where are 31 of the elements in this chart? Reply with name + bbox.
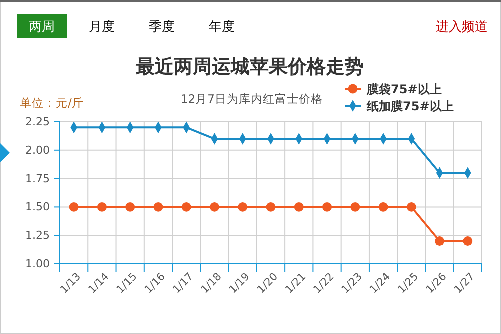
point	[97, 202, 107, 212]
text: 季度	[149, 19, 175, 35]
point	[238, 202, 248, 212]
y-axis-title: 单位：元/斤	[20, 96, 84, 110]
legend-label: 纸加膜75#以上	[366, 100, 454, 114]
text: 进入频道	[436, 20, 488, 35]
text: 年度	[209, 19, 235, 35]
y-tick-label: 1.75	[26, 172, 50, 186]
point	[463, 236, 473, 246]
point	[350, 202, 360, 212]
point	[406, 202, 416, 212]
chart-subtitle: 12月7日为库内红富士价格	[181, 92, 323, 106]
point	[294, 202, 304, 212]
point	[210, 202, 220, 212]
point	[378, 202, 388, 212]
y-tick-label: 1.00	[26, 258, 50, 271]
point	[322, 202, 332, 212]
text: 月度	[89, 19, 115, 35]
point	[435, 236, 445, 246]
text: 两周	[29, 20, 55, 35]
point	[126, 202, 136, 212]
point	[154, 202, 164, 212]
y-tick-label: 1.25	[26, 229, 50, 242]
point	[182, 202, 192, 212]
chart-title: 最近两周运城苹果价格走势	[135, 56, 364, 78]
y-tick-label: 1.50	[26, 200, 50, 214]
legend-label: 膜袋75#以上	[366, 82, 442, 96]
point	[69, 202, 79, 212]
y-tick-label: 2.25	[26, 116, 50, 129]
point	[266, 202, 276, 212]
y-tick-label: 2.00	[26, 144, 50, 157]
